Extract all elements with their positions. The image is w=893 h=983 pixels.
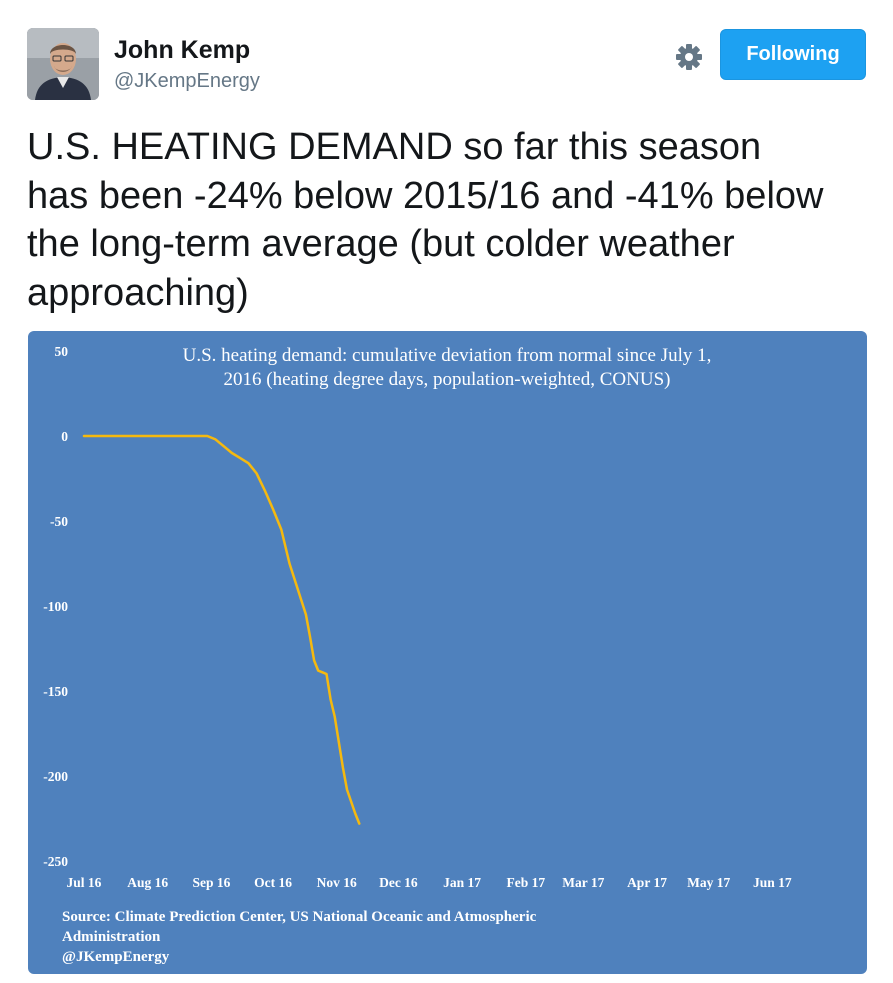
user-avatar-photo-icon	[27, 28, 99, 100]
chart-title-line-2: 2016 (heating degree days, population-we…	[224, 369, 671, 390]
x-tick-label: Jul 16	[67, 875, 102, 890]
y-tick-label: -50	[50, 514, 68, 529]
chart-image[interactable]: U.S. heating demand: cumulative deviatio…	[28, 331, 867, 974]
author-name[interactable]: John Kemp	[114, 36, 251, 64]
y-tick-label: -200	[43, 769, 68, 784]
series-line	[82, 434, 361, 825]
x-tick-label: Mar 17	[562, 875, 604, 890]
y-tick-label: -250	[43, 854, 68, 869]
tweet-text-line: U.S. HEATING DEMAND so far this season	[27, 126, 762, 168]
x-axis-ticks: Jul 16 Aug 16 Sep 16 Oct 16 Nov 16 Dec 16 Jan …	[67, 875, 792, 890]
chart-source-line-2: Administration	[62, 929, 161, 945]
heating-demand-chart: U.S. heating demand: cumulative deviatio…	[43, 344, 792, 965]
chart-source-line-1: Source: Climate Prediction Center, US Na…	[62, 909, 537, 925]
x-tick-label: Dec 16	[379, 875, 418, 890]
tweet-text-line: approaching)	[27, 271, 249, 314]
tweet-text-line: has been -24% below 2015/16 and -41% bel…	[27, 174, 824, 217]
tweet-text: U.S. HEATING DEMAND so far this season h…	[27, 123, 877, 317]
x-tick-label: Jun 17	[753, 875, 792, 890]
x-tick-label: Oct 16	[254, 875, 292, 890]
x-tick-label: Feb 17	[506, 875, 545, 890]
x-tick-label: Aug 16	[127, 875, 168, 890]
x-tick-label: May 17	[687, 875, 730, 890]
x-tick-label: Sep 16	[192, 875, 230, 890]
following-button[interactable]: Following	[720, 29, 866, 80]
x-tick-label: Apr 17	[627, 875, 667, 890]
x-tick-label: Nov 16	[317, 875, 357, 890]
y-tick-label: -100	[43, 599, 68, 614]
x-tick-label: Jan 17	[443, 875, 481, 890]
y-tick-label: -150	[43, 684, 68, 699]
author-avatar[interactable]	[27, 28, 99, 100]
chart-series	[82, 434, 361, 825]
y-tick-label: 0	[61, 429, 68, 444]
y-tick-label: 50	[55, 344, 69, 359]
author-handle[interactable]: @JKempEnergy	[114, 70, 260, 92]
y-axis-ticks: 50 0 -50 -100 -150 -200 -250	[43, 344, 68, 869]
chart-source-line-3: @JKempEnergy	[62, 949, 170, 965]
tweet-text-line: the long-term average (but colder weathe…	[27, 223, 735, 265]
chart-title-line-1: U.S. heating demand: cumulative deviatio…	[183, 345, 712, 366]
gear-icon[interactable]	[672, 40, 706, 74]
